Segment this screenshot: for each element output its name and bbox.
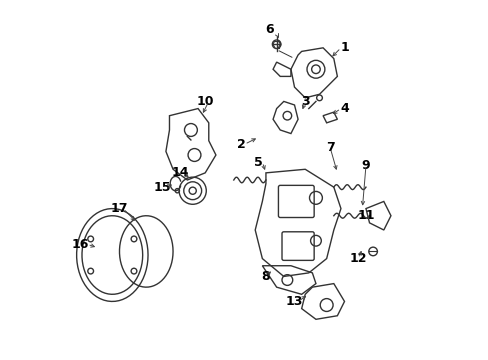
- Text: 8: 8: [261, 270, 270, 283]
- Text: 4: 4: [340, 102, 348, 115]
- Text: 1: 1: [340, 41, 348, 54]
- Text: 15: 15: [153, 181, 171, 194]
- Text: 9: 9: [361, 159, 369, 172]
- Text: 17: 17: [110, 202, 128, 215]
- Text: 16: 16: [71, 238, 89, 251]
- Text: 3: 3: [300, 95, 309, 108]
- Text: 5: 5: [254, 156, 263, 168]
- Text: 14: 14: [171, 166, 188, 179]
- Text: 12: 12: [349, 252, 367, 265]
- Text: 7: 7: [325, 141, 334, 154]
- Text: 10: 10: [196, 95, 214, 108]
- Text: 13: 13: [285, 295, 303, 308]
- Text: 11: 11: [356, 209, 374, 222]
- Text: 2: 2: [236, 138, 245, 151]
- Text: 6: 6: [264, 23, 273, 36]
